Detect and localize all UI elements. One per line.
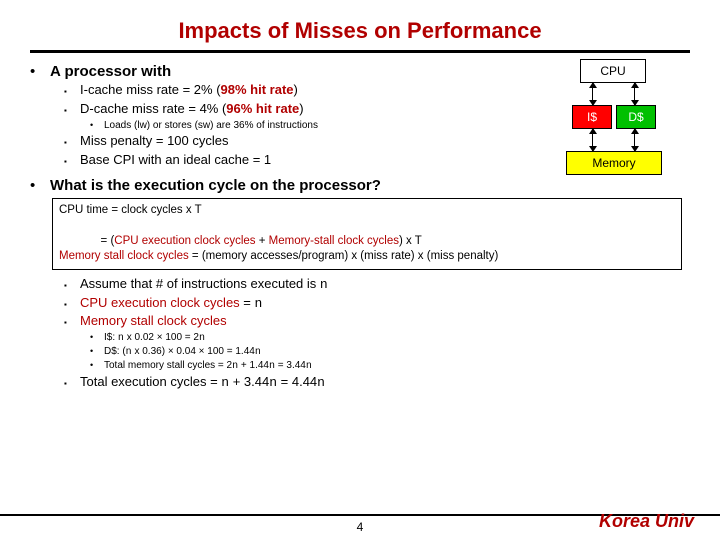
page-number: 4 [357,520,364,534]
bullet3-icon: • [90,119,104,132]
bullet2-icon: ▪ [64,280,80,293]
bullet2-icon: ▪ [64,156,80,169]
base-cpi: Base CPI with an ideal cache = 1 [80,152,271,167]
arrow-ic-mem [592,129,593,151]
title-text: Impacts of Misses on Performance [178,18,541,43]
slide-title: Impacts of Misses on Performance [30,18,690,53]
bullet3-icon: • [90,359,104,372]
content-area: CPU I$ D$ Memory • A processor with ▪ I-… [30,63,690,391]
bullet3-icon: • [90,345,104,358]
heading-question: What is the execution cycle on the proce… [50,177,381,194]
assume-n: Assume that # of instructions executed i… [80,276,328,292]
bullet2-icon: ▪ [64,378,80,391]
eq-line2: = (CPU execution clock cycles + Memory-s… [59,218,675,249]
arrow-cpu-dc [634,83,635,105]
dcache-miss-rate: D-cache miss rate = 4% (96% hit rate) [80,101,304,116]
memory-box: Memory [566,151,662,175]
footer: 4 Korea Univ [0,514,720,534]
bullet1-icon: • [30,63,50,80]
total-stall-calc: Total memory stall cycles = 2n + 1.44n =… [104,360,312,372]
bullet3-icon: • [90,331,104,344]
total-exec-cycles: Total execution cycles = n + 3.44n = 4.4… [80,374,325,390]
arrow-dc-mem [634,129,635,151]
dcache-box: D$ [616,105,656,129]
brand-label: Korea Univ [599,511,694,532]
icache-miss-rate: I-cache miss rate = 2% (98% hit rate) [80,82,298,97]
bullet2-icon: ▪ [64,86,80,99]
equation-box: CPU time = clock cycles x T = (CPU execu… [52,198,682,270]
mem-stall-cycles: Memory stall clock cycles [80,313,227,328]
arrow-cpu-ic [592,83,593,105]
bullet2-icon: ▪ [64,317,80,330]
icache-box: I$ [572,105,612,129]
heading-processor: A processor with [50,63,171,80]
bullet2-icon: ▪ [64,105,80,118]
miss-penalty: Miss penalty = 100 cycles [80,133,228,148]
bullet1-icon: • [30,177,50,194]
eq-line3: Memory stall clock cycles = (memory acce… [59,249,675,265]
bullet2-icon: ▪ [64,137,80,150]
bullet2-icon: ▪ [64,299,80,312]
cpu-exec-cycles: CPU execution clock cycles = n [80,295,262,311]
dcache-stall-calc: D$: (n x 0.36) × 0.04 × 100 = 1.44n [104,346,261,358]
cpu-box: CPU [580,59,646,83]
memory-hierarchy-diagram: CPU I$ D$ Memory [544,59,684,207]
load-store-pct: Loads (lw) or stores (sw) are 36% of ins… [104,120,318,131]
icache-stall-calc: I$: n x 0.02 × 100 = 2n [104,332,205,344]
